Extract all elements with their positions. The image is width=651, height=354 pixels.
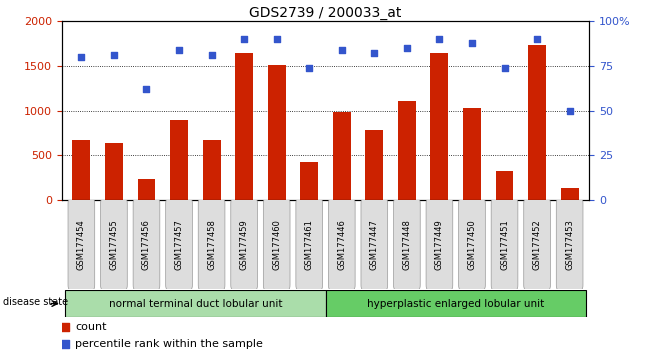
Point: [564, 108, 575, 113]
Point: [532, 36, 542, 42]
Text: GSM177454: GSM177454: [77, 219, 86, 270]
Text: GSM177452: GSM177452: [533, 219, 542, 270]
FancyBboxPatch shape: [361, 199, 388, 290]
Text: GSM177457: GSM177457: [174, 219, 184, 270]
Bar: [72, 140, 90, 200]
Bar: [268, 65, 286, 200]
Text: GSM177460: GSM177460: [272, 219, 281, 270]
Text: GSM177453: GSM177453: [565, 219, 574, 270]
Point: [402, 45, 412, 51]
Bar: [326, 290, 586, 317]
Text: disease state: disease state: [3, 297, 68, 307]
Point: [174, 47, 184, 53]
Bar: [561, 188, 579, 200]
Point: [337, 47, 347, 53]
Bar: [365, 130, 383, 200]
Bar: [65, 290, 326, 317]
Text: normal terminal duct lobular unit: normal terminal duct lobular unit: [109, 298, 282, 309]
FancyBboxPatch shape: [296, 199, 323, 290]
Bar: [398, 101, 416, 200]
Point: [76, 54, 87, 60]
Text: GSM177456: GSM177456: [142, 219, 151, 270]
Text: GSM177450: GSM177450: [467, 219, 477, 270]
FancyBboxPatch shape: [100, 199, 128, 290]
FancyBboxPatch shape: [198, 199, 225, 290]
Bar: [463, 108, 481, 200]
FancyBboxPatch shape: [133, 199, 159, 290]
FancyBboxPatch shape: [426, 199, 453, 290]
Bar: [300, 161, 318, 200]
Bar: [105, 143, 123, 200]
Text: GSM177451: GSM177451: [500, 219, 509, 270]
Point: [499, 65, 510, 70]
FancyBboxPatch shape: [263, 199, 290, 290]
Point: [239, 36, 249, 42]
Point: [434, 36, 445, 42]
Text: GSM177459: GSM177459: [240, 219, 249, 270]
Bar: [235, 52, 253, 200]
Point: [206, 52, 217, 58]
Bar: [430, 52, 449, 200]
Point: [59, 324, 70, 329]
Point: [369, 51, 380, 56]
Text: GSM177449: GSM177449: [435, 219, 444, 270]
Bar: [528, 45, 546, 200]
FancyBboxPatch shape: [458, 199, 485, 290]
FancyBboxPatch shape: [523, 199, 550, 290]
FancyBboxPatch shape: [68, 199, 95, 290]
Text: GSM177461: GSM177461: [305, 219, 314, 270]
Point: [271, 36, 282, 42]
FancyBboxPatch shape: [328, 199, 355, 290]
Point: [59, 341, 70, 347]
Point: [141, 86, 152, 92]
Text: GSM177458: GSM177458: [207, 219, 216, 270]
Bar: [202, 140, 221, 200]
FancyBboxPatch shape: [556, 199, 583, 290]
FancyBboxPatch shape: [230, 199, 258, 290]
Text: count: count: [75, 321, 106, 332]
Text: GSM177446: GSM177446: [337, 219, 346, 270]
Text: hyperplastic enlarged lobular unit: hyperplastic enlarged lobular unit: [367, 298, 544, 309]
Text: percentile rank within the sample: percentile rank within the sample: [75, 339, 263, 349]
Bar: [137, 178, 156, 200]
Text: GSM177448: GSM177448: [402, 219, 411, 270]
Text: GSM177447: GSM177447: [370, 219, 379, 270]
Title: GDS2739 / 200033_at: GDS2739 / 200033_at: [249, 6, 402, 20]
Text: GSM177455: GSM177455: [109, 219, 118, 270]
Bar: [170, 120, 188, 200]
Bar: [495, 171, 514, 200]
Point: [304, 65, 314, 70]
FancyBboxPatch shape: [491, 199, 518, 290]
FancyBboxPatch shape: [393, 199, 421, 290]
Point: [467, 40, 477, 46]
FancyBboxPatch shape: [165, 199, 193, 290]
Point: [109, 52, 119, 58]
Bar: [333, 112, 351, 200]
